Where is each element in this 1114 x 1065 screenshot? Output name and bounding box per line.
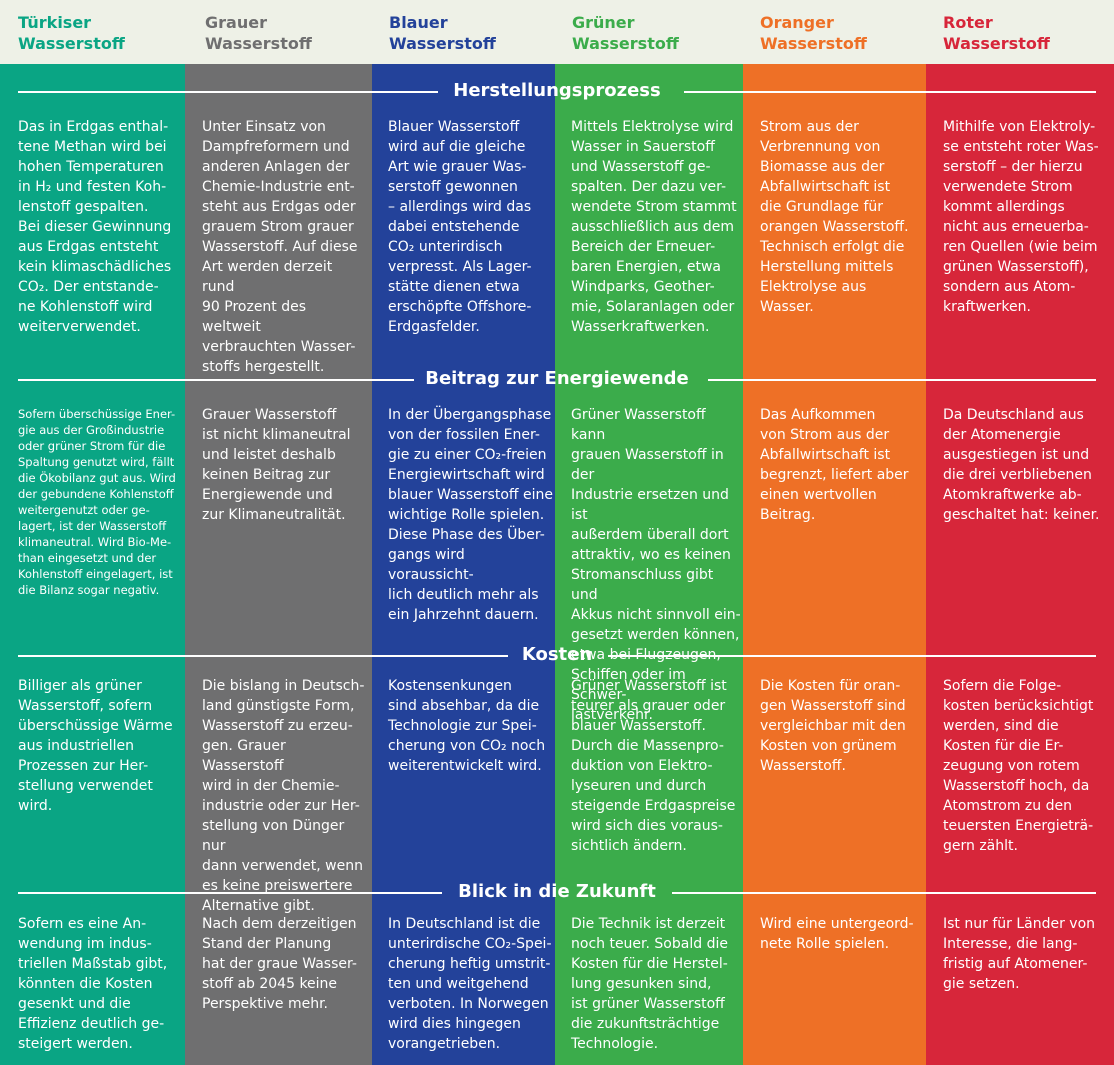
column-bg-grau <box>185 64 372 1065</box>
divider-line-left <box>18 655 508 657</box>
cell-text: Ist nur für Länder von Interesse, die la… <box>943 916 1096 992</box>
cell-kosten-gruen: Grüner Wasserstoff ist teurer als grauer… <box>571 676 739 856</box>
cell-kosten-grau: Die bislang in Deutsch- land günstigste … <box>202 676 370 916</box>
column-title-gruen: Grüner Wasserstoff <box>572 13 679 53</box>
cell-herstellung-grau: Unter Einsatz von Dampfreformern und and… <box>202 117 367 377</box>
divider-line-right <box>608 655 1096 657</box>
cell-text: Grauer Wasserstoff ist nicht klimaneutra… <box>202 407 351 523</box>
cell-beitrag-orange: Das Aufkommen von Strom aus der Abfallwi… <box>760 405 925 525</box>
cell-herstellung-blau: Blauer Wasserstoff wird auf die gleiche … <box>388 117 553 337</box>
divider-line-left <box>18 91 438 93</box>
cell-text: Billiger als grüner Wasserstoff, sofern … <box>18 678 173 814</box>
cell-text: Kostensenkungen sind absehbar, da die Te… <box>388 678 546 774</box>
divider-line-right <box>684 91 1096 93</box>
cell-text: Das in Erdgas enthal- tene Methan wird b… <box>18 119 172 335</box>
section-title: Herstellungsprozess <box>453 80 661 101</box>
cell-kosten-orange: Die Kosten für oran- gen Wasserstoff sin… <box>760 676 925 776</box>
cell-text: In Deutschland ist die unterirdische CO₂… <box>388 916 552 1052</box>
column-bg-rot <box>926 64 1114 1065</box>
cell-kosten-rot: Sofern die Folge- kosten berücksichtigt … <box>943 676 1111 856</box>
cell-kosten-tuerkis: Billiger als grüner Wasserstoff, sofern … <box>18 676 183 816</box>
cell-herstellung-gruen: Mittels Elektrolyse wird Wasser in Sauer… <box>571 117 739 337</box>
cell-text: Die Technik ist derzeit noch teuer. Soba… <box>571 916 728 1052</box>
cell-zukunft-grau: Nach dem derzeitigen Stand der Planung h… <box>202 914 367 1014</box>
cell-herstellung-rot: Mithilfe von Elektroly- se entsteht rote… <box>943 117 1111 317</box>
cell-text: Die bislang in Deutsch- land günstigste … <box>202 678 365 914</box>
cell-herstellung-tuerkis: Das in Erdgas enthal- tene Methan wird b… <box>18 117 183 337</box>
divider-line-right <box>708 379 1096 381</box>
cell-zukunft-gruen: Die Technik ist derzeit noch teuer. Soba… <box>571 914 739 1054</box>
section-header-zukunft: Blick in die Zukunft <box>0 877 1114 907</box>
cell-text: Sofern die Folge- kosten berücksichtigt … <box>943 678 1094 854</box>
cell-text: Sofern überschüssige Ener- gie aus der G… <box>18 407 176 597</box>
column-bg-tuerkis <box>0 64 185 1065</box>
cell-beitrag-grau: Grauer Wasserstoff ist nicht klimaneutra… <box>202 405 367 525</box>
cell-beitrag-gruen: Grüner Wasserstoff kann grauen Wassersto… <box>571 405 741 725</box>
section-header-beitrag: Beitrag zur Energiewende <box>0 364 1114 394</box>
cell-kosten-blau: Kostensenkungen sind absehbar, da die Te… <box>388 676 553 776</box>
column-title-tuerkis: Türkiser Wasserstoff <box>18 13 125 53</box>
header-bar: Türkiser Wasserstoff Grauer Wasserstoff … <box>0 0 1114 64</box>
column-title-blau: Blauer Wasserstoff <box>389 13 496 53</box>
cell-text: Unter Einsatz von Dampfreformern und and… <box>202 119 358 375</box>
section-title: Kosten <box>521 644 593 665</box>
column-bg-blau <box>372 64 555 1065</box>
cell-zukunft-orange: Wird eine untergeord- nete Rolle spielen… <box>760 914 925 954</box>
column-title-rot: Roter Wasserstoff <box>943 13 1050 53</box>
cell-zukunft-blau: In Deutschland ist die unterirdische CO₂… <box>388 914 553 1054</box>
cell-text: In der Übergangsphase von der fossilen E… <box>388 407 553 623</box>
cell-text: Mittels Elektrolyse wird Wasser in Sauer… <box>571 119 737 335</box>
cell-text: Da Deutschland aus der Atomenergie ausge… <box>943 407 1100 523</box>
column-title-grau: Grauer Wasserstoff <box>205 13 312 53</box>
cell-text: Das Aufkommen von Strom aus der Abfallwi… <box>760 407 909 523</box>
cell-text: Grüner Wasserstoff ist teurer als grauer… <box>571 678 736 854</box>
cell-text: Blauer Wasserstoff wird auf die gleiche … <box>388 119 532 335</box>
section-title: Beitrag zur Energiewende <box>425 368 689 389</box>
section-title: Blick in die Zukunft <box>458 881 656 902</box>
section-header-herstellung: Herstellungsprozess <box>0 76 1114 106</box>
section-header-kosten: Kosten <box>0 640 1114 670</box>
cell-text: Nach dem derzeitigen Stand der Planung h… <box>202 916 357 1012</box>
cell-text: Strom aus der Verbrennung von Biomasse a… <box>760 119 909 315</box>
cell-beitrag-blau: In der Übergangsphase von der fossilen E… <box>388 405 553 625</box>
cell-text: Mithilfe von Elektroly- se entsteht rote… <box>943 119 1099 315</box>
cell-herstellung-orange: Strom aus der Verbrennung von Biomasse a… <box>760 117 925 317</box>
cell-text: Wird eine untergeord- nete Rolle spielen… <box>760 916 914 952</box>
cell-text: Sofern es eine An- wendung im indus- tri… <box>18 916 168 1052</box>
cell-zukunft-rot: Ist nur für Länder von Interesse, die la… <box>943 914 1111 994</box>
cell-zukunft-tuerkis: Sofern es eine An- wendung im indus- tri… <box>18 914 183 1054</box>
divider-line-left <box>18 379 414 381</box>
cell-beitrag-rot: Da Deutschland aus der Atomenergie ausge… <box>943 405 1111 525</box>
cell-text: Die Kosten für oran- gen Wasserstoff sin… <box>760 678 906 774</box>
divider-line-right <box>672 892 1096 894</box>
column-bg-gruen <box>555 64 743 1065</box>
cell-beitrag-tuerkis: Sofern überschüssige Ener- gie aus der G… <box>18 406 184 598</box>
column-title-orange: Oranger Wasserstoff <box>760 13 867 53</box>
cell-text: Grüner Wasserstoff kann grauen Wassersto… <box>571 407 741 723</box>
divider-line-left <box>18 892 442 894</box>
column-bg-orange <box>743 64 926 1065</box>
